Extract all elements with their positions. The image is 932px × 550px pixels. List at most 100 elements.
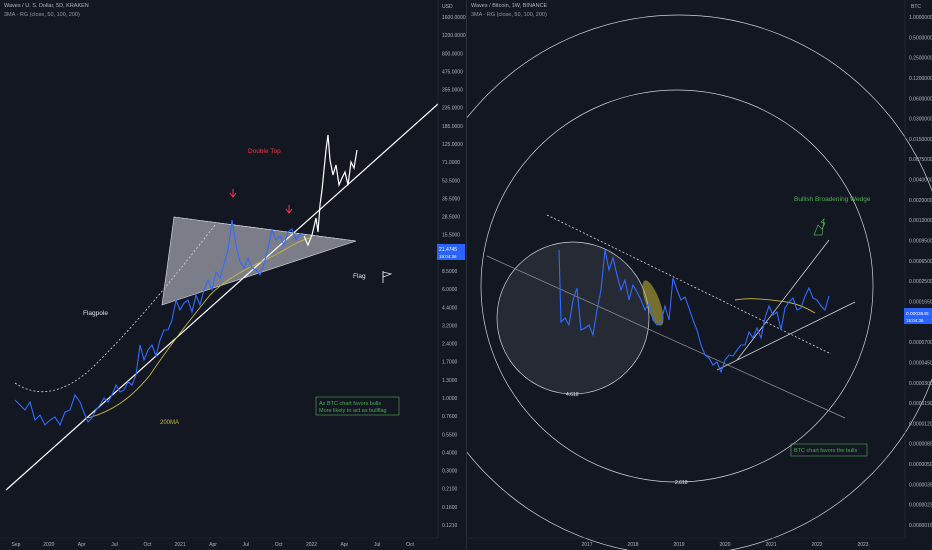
left-y-tick: 1.3000 <box>442 378 458 384</box>
right-y-tick: 1.0000000 <box>909 15 932 21</box>
price-line <box>14 219 305 427</box>
left-y-tick: 0.2100 <box>442 487 458 493</box>
left-x-tick: 2021 <box>175 542 186 548</box>
wedge-upper-dashed <box>546 214 832 355</box>
left-y-tick: 355.0000 <box>442 88 463 94</box>
left-x-tick: Jul <box>243 542 249 548</box>
fib-circle-outer <box>467 14 932 550</box>
flag-label: Flag <box>353 273 366 280</box>
left-y-tick: 235.0000 <box>442 106 463 112</box>
left-y-tick: 35.5000 <box>442 196 460 202</box>
right-y-tick: 0.0000450 <box>909 360 932 366</box>
left-y-tick: 53.5000 <box>442 178 460 184</box>
flag-triangle <box>161 216 357 306</box>
flag-icon <box>382 271 393 283</box>
left-y-tick: 185.0000 <box>442 124 463 130</box>
left-x-tick: 2022 <box>306 542 317 548</box>
right-y-tick: 0.0000050 <box>909 462 932 468</box>
right-y-tick: 0.5000000 <box>909 35 932 41</box>
right-x-tick: 2019 <box>673 542 684 548</box>
left-y-tick: 1200.0000 <box>442 33 466 39</box>
left-x-tick: Oct <box>143 542 151 548</box>
right-y-tick: 0.0000080 <box>909 442 932 448</box>
btc-note-line2: More likely to act as bullflag <box>319 408 387 414</box>
flag-upper-edge <box>173 216 357 242</box>
lower-diagonal-line <box>486 255 846 419</box>
right-x-tick: 2021 <box>765 542 776 548</box>
right-y-tick: 0.0300000 <box>909 117 932 123</box>
right-y-tick: 0.0000700 <box>909 340 932 346</box>
left-y-tick: 0.1600 <box>442 505 458 511</box>
right-y-tick: 0.2500000 <box>909 56 932 62</box>
left-x-tick: Sep <box>12 542 21 548</box>
flagpole-curve <box>14 224 216 393</box>
left-y-tick: 0.1210 <box>442 523 458 529</box>
right-y-tick: 0.0000300 <box>909 381 932 387</box>
left-y-tick: 28.5000 <box>442 215 460 221</box>
right-currency: BTC <box>911 4 921 10</box>
left-y-tick: 0.3000 <box>442 469 458 475</box>
left-chart-title: Waves / U. S. Dollar, 5D, KRAKEN <box>4 3 89 9</box>
highlight-ellipse <box>642 280 664 326</box>
right-x-tick: 2018 <box>627 542 638 548</box>
left-y-tick: 800.0000 <box>442 51 463 57</box>
right-x-tick: 2020 <box>719 542 730 548</box>
right-x-tick: 2022 <box>811 542 822 548</box>
right-btc-note: BTC chart favors the bulls <box>794 448 858 454</box>
right-y-tick: 0.0000120 <box>909 421 932 427</box>
double-top-arrow-1 <box>229 189 237 198</box>
wedge-upper-line <box>736 239 830 361</box>
right-y-tick: 0.0000016 <box>909 523 932 529</box>
left-x-tick: Oct <box>406 542 414 548</box>
left-price-timer: 15:04:36 <box>439 254 457 259</box>
flagpole-label: Flagpole <box>83 310 108 317</box>
right-chart-svg[interactable]: Bullish Broadening Wedge 4.618 2.618 BTC… <box>467 0 932 550</box>
right-chart-pane[interactable]: Waves / Bitcoin, 1W, BINANCE 3MA - RG (c… <box>466 0 932 550</box>
right-y-axis[interactable]: 1.0000000 0.5000000 0.2500000 0.1200000 0.06… <box>909 15 932 529</box>
ma-200-label: 200MA <box>160 420 179 426</box>
left-y-tick: 125.0000 <box>442 142 463 148</box>
right-price-timer: 15:04:36 <box>906 318 924 323</box>
fib-circle-4618 <box>496 241 650 395</box>
right-y-tick: 0.0000035 <box>909 482 932 488</box>
right-chart-title: Waves / Bitcoin, 1W, BINANCE <box>471 3 548 9</box>
left-y-tick: 475.0000 <box>442 69 463 75</box>
left-y-tick: 71.0000 <box>442 160 460 166</box>
left-x-axis[interactable]: Sep 2020 Apr Jul Oct 2021 Apr Jul Oct 2022 Apr Jul O… <box>12 542 415 548</box>
double-top-arrow-2 <box>285 205 293 214</box>
left-x-tick: Oct <box>275 542 283 548</box>
left-y-tick: 4.4000 <box>442 305 458 311</box>
left-y-tick: 0.4000 <box>442 450 458 456</box>
left-y-axis[interactable]: 1600.0000 1200.0000 800.0000 475.0000 355.00… <box>442 15 466 529</box>
left-chart-pane[interactable]: Waves / U. S. Dollar, 5D, KRAKEN 3MA - R… <box>0 0 466 550</box>
fib-2618-label: 2.618 <box>675 480 688 486</box>
left-indicator-label: 3MA - RG (close, 50, 100, 200) <box>4 12 80 18</box>
right-y-tick: 0.0013000 <box>909 218 932 224</box>
btc-note-line1: As BTC chart favors bulls <box>319 401 381 407</box>
right-y-tick: 0.0075000 <box>909 157 932 163</box>
right-y-tick: 0.0009500 <box>909 239 932 245</box>
right-y-tick: 0.0600000 <box>909 96 932 102</box>
left-x-tick: Apr <box>340 542 348 548</box>
fib-circle-2618 <box>480 89 874 483</box>
right-ma-line <box>734 298 816 314</box>
left-y-tick: 3.2000 <box>442 323 458 329</box>
left-y-tick: 6.0000 <box>442 287 458 293</box>
right-x-axis[interactable]: 2017 2018 2019 2020 2021 2022 2023 <box>581 542 868 548</box>
right-y-tick: 0.0002500 <box>909 279 932 285</box>
right-btc-note-box <box>790 443 868 457</box>
right-price-line <box>558 249 830 374</box>
wedge-lower-line <box>716 301 856 371</box>
right-x-tick: 2017 <box>581 542 592 548</box>
trend-line <box>5 103 439 491</box>
projection-line <box>303 134 358 247</box>
wedge-label: Bullish Broadening Wedge <box>794 196 871 203</box>
left-chart-svg[interactable]: Double Top Flag Flagpole 200MA As BTC ch… <box>0 0 466 550</box>
left-y-tick: 2.4000 <box>442 342 458 348</box>
right-y-tick: 0.0150000 <box>909 137 932 143</box>
right-price-tag: 0.0003645 <box>906 311 929 317</box>
right-y-tick: 0.0000023 <box>909 503 932 509</box>
left-x-tick: Apr <box>78 542 86 548</box>
left-x-tick: 2020 <box>43 542 54 548</box>
right-x-tick: 2023 <box>857 542 868 548</box>
